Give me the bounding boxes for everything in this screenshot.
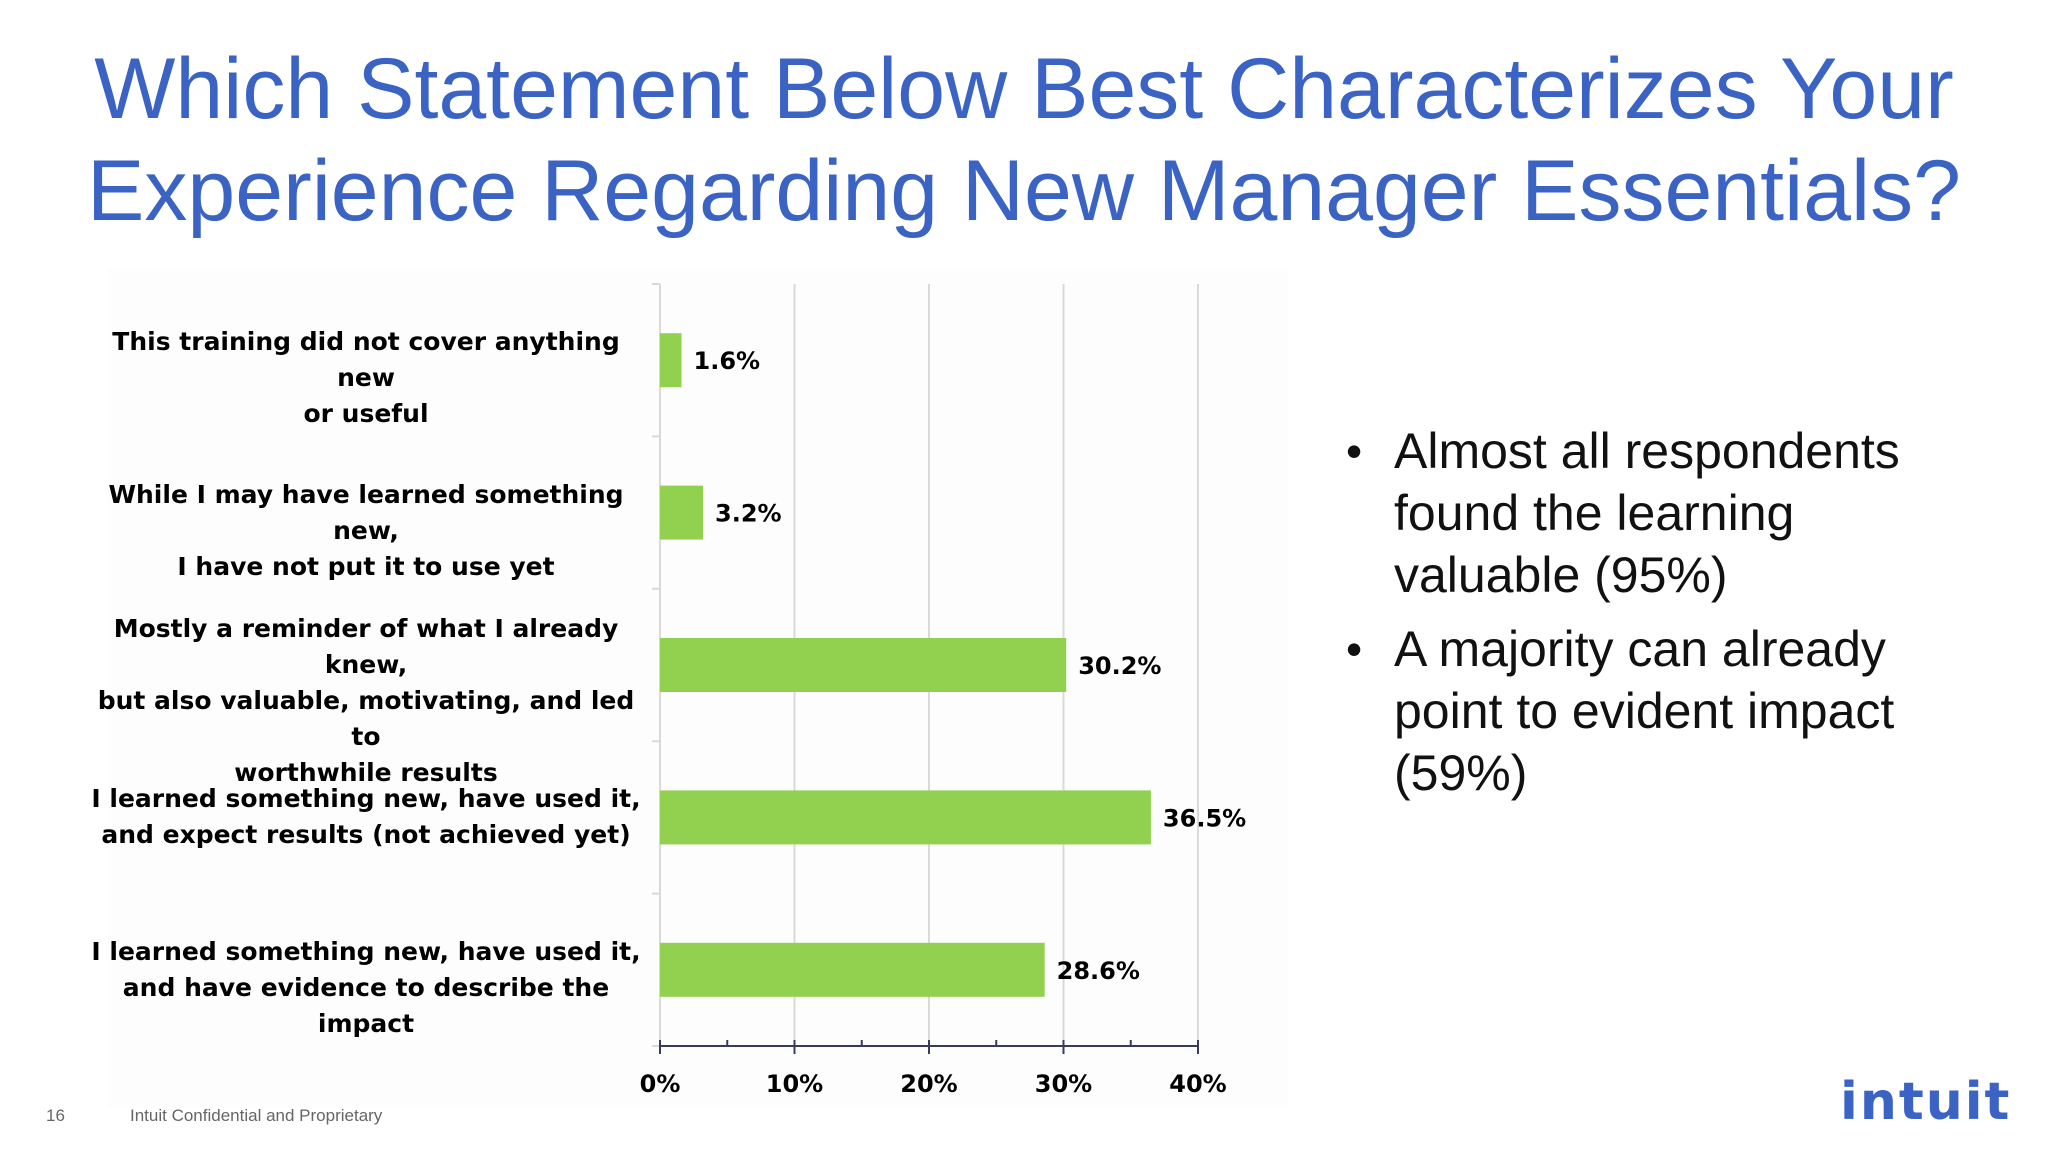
- data-label: 1.6%: [694, 347, 761, 375]
- x-tick-label: 0%: [640, 1070, 681, 1098]
- data-label: 28.6%: [1057, 957, 1140, 985]
- category-label: This training did not cover anything new…: [86, 324, 646, 432]
- bar: [660, 942, 1045, 997]
- footer-confidential: Intuit Confidential and Proprietary: [130, 1106, 383, 1125]
- category-label: I learned something new, have used it, an…: [86, 781, 646, 853]
- category-label: While I may have learned something new, I…: [86, 477, 646, 585]
- category-label-line: This training did not cover anything new: [112, 327, 620, 393]
- x-tick-label: 20%: [900, 1070, 957, 1098]
- bullet-item: • Almost all respondents found the learni…: [1340, 420, 1980, 606]
- bullet-text: Almost all respondents found the learnin…: [1394, 423, 1900, 603]
- bar: [660, 638, 1067, 692]
- category-label-line: I learned something new, have used it,: [91, 936, 641, 966]
- x-tick-label: 10%: [766, 1070, 823, 1098]
- category-label-line: I have not put it to use yet: [177, 551, 555, 581]
- category-label-line: or useful: [303, 399, 429, 429]
- category-label: I learned something new, have used it, an…: [86, 934, 646, 1042]
- data-label: 36.5%: [1163, 804, 1246, 832]
- x-tick-label: 40%: [1169, 1070, 1226, 1098]
- bar: [660, 485, 704, 540]
- category-label-line: I learned something new, have used it,: [91, 784, 641, 814]
- page-number: 16: [46, 1106, 65, 1125]
- title-line-1: Which Statement Below Best Characterizes…: [94, 41, 1954, 137]
- category-label-line: and have evidence to describe the impact: [122, 972, 610, 1038]
- chart-area: 0% 10% 20% 30% 40% 1.6% 3.2% 30.2% 36.5% 28.6% Th…: [91, 268, 1288, 1108]
- bar-chart: 0% 10% 20% 30% 40% 1.6% 3.2% 30.2% 36.5% 28.6%: [640, 283, 1246, 1098]
- bullet-item: • A majority can already point to evident…: [1340, 618, 1980, 804]
- data-label: 30.2%: [1078, 652, 1161, 680]
- data-label: 3.2%: [715, 500, 782, 528]
- intuit-logo: intuit: [1840, 1072, 2012, 1132]
- bullet-list: • Almost all respondents found the learni…: [1340, 420, 1980, 816]
- bullet-dot-icon: •: [1346, 425, 1363, 477]
- category-label-line: worthwhile results: [234, 758, 498, 787]
- bullet-text: A majority can already point to evident …: [1394, 621, 1895, 801]
- bar: [660, 333, 682, 388]
- bar: [660, 790, 1151, 845]
- category-label-line: but also valuable, motivating, and led t…: [97, 686, 635, 751]
- category-label: Mostly a reminder of what I already knew…: [86, 611, 646, 791]
- bullet-dot-icon: •: [1346, 623, 1363, 675]
- category-label-line: and expect results (not achieved yet): [101, 820, 631, 850]
- category-label-line: While I may have learned something new,: [108, 479, 624, 545]
- category-label-line: Mostly a reminder of what I already knew…: [113, 614, 619, 679]
- slide-title: Which Statement Below Best Characterizes…: [0, 38, 2048, 242]
- title-line-2: Experience Regarding New Manager Essenti…: [87, 143, 1961, 239]
- x-tick-label: 30%: [1035, 1070, 1092, 1098]
